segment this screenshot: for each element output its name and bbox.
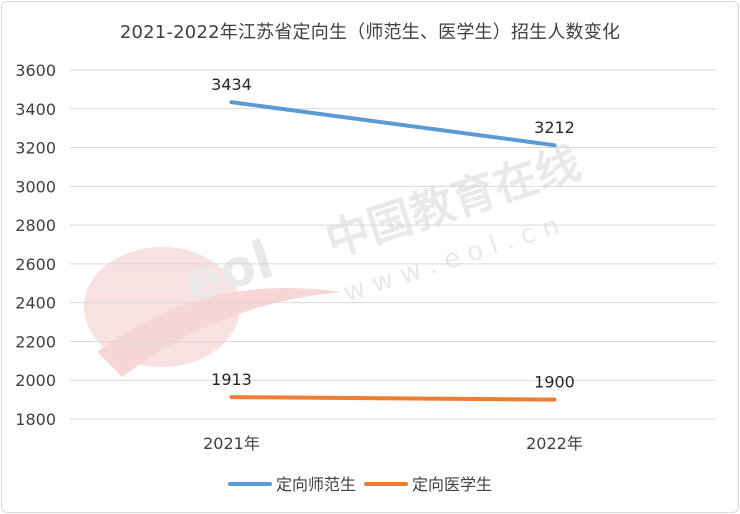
y-tick-label: 3000 [15,177,56,196]
y-tick-label: 1800 [15,410,56,429]
y-tick-label: 3600 [15,61,56,80]
gridlines [70,69,716,420]
data-labels: 3434 3212 1913 1900 [211,75,575,391]
y-tick-label: 3200 [15,139,56,158]
data-label: 1913 [211,370,252,389]
y-tick-label: 2200 [15,332,56,351]
y-tick-label: 2400 [15,294,56,313]
x-tick-label: 2022年 [526,434,583,453]
data-label: 3212 [534,118,575,137]
series-lines [229,100,557,402]
y-axis: 1800 2000 2200 2400 2600 2800 3000 3200 3400 3600 [15,61,56,429]
legend: 定向师范生 定向医学生 [228,475,492,494]
legend-label: 定向医学生 [412,475,492,494]
x-tick-label: 2021年 [203,434,260,453]
y-tick-label: 2600 [15,255,56,274]
data-label: 3434 [211,75,252,94]
chart-title: 2021-2022年江苏省定向生（师范生、医学生）招生人数变化 [119,22,621,43]
y-tick-label: 2800 [15,216,56,235]
data-label: 1900 [534,373,575,392]
watermark-logo-arc [97,288,342,377]
series-line [229,395,557,402]
x-axis: 2021年 2022年 [203,434,583,453]
legend-label: 定向师范生 [276,475,356,494]
series-line [229,100,557,148]
y-tick-label: 3400 [15,100,56,119]
y-tick-label: 2000 [15,371,56,390]
